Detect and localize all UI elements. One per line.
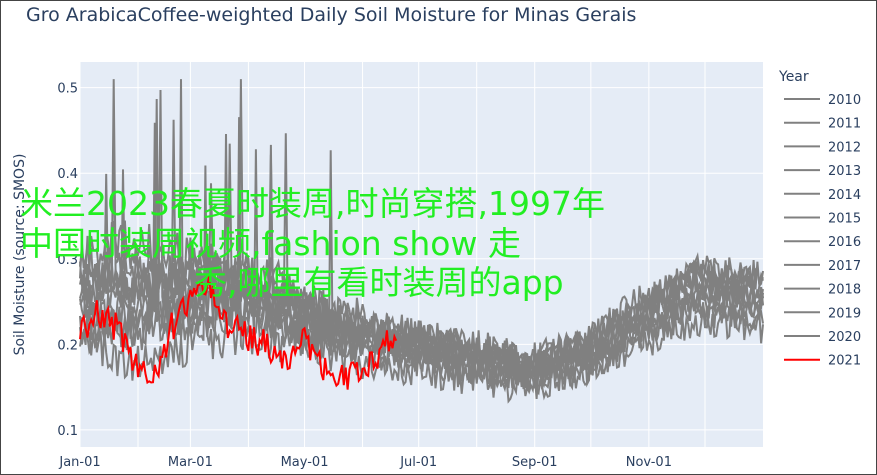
legend-item: 2012 [828, 140, 861, 155]
chart-title: Gro ArabicaCoffee-weighted Daily Soil Mo… [26, 4, 637, 26]
x-tick-label: Jul-01 [399, 455, 437, 470]
series-line-2019 [79, 291, 764, 396]
legend-item: 2016 [828, 235, 861, 250]
legend-item: 2013 [828, 164, 861, 179]
legend-item: 2014 [828, 188, 861, 203]
y-tick-label: 0.5 [57, 82, 78, 97]
y-tick-label: 0.2 [57, 338, 78, 353]
legend-item: 2019 [828, 306, 861, 321]
overlay-line-2: 中国时装周视频,fashion show 走 [20, 224, 521, 263]
legend-item: 2017 [828, 259, 861, 274]
legend-item: 2018 [828, 283, 861, 298]
overlay-line-3: 秀,哪里有看时装周的app [194, 263, 564, 302]
legend-item: 2011 [828, 117, 861, 132]
legend-item: 2021 [828, 354, 861, 369]
overlay-line-1: 米兰2023春夏时装周,时尚穿搭,1997年 [20, 184, 605, 223]
y-tick-label: 0.3 [57, 253, 78, 268]
legend-item: 2020 [828, 330, 861, 345]
x-tick-label: Nov-01 [626, 455, 672, 470]
x-tick-label: May-01 [281, 455, 329, 470]
series-line-2021 [79, 275, 398, 390]
series-line-2020 [79, 220, 764, 375]
x-tick-label: Mar-01 [168, 455, 213, 470]
x-tick-label: Jan-01 [58, 455, 100, 470]
legend-title: Year [778, 69, 809, 85]
x-tick-label: Sep-01 [512, 455, 558, 470]
y-axis-label: Soil Moisture (source: SMOS) [12, 154, 28, 356]
legend-item: 2010 [828, 93, 861, 108]
y-tick-label: 0.4 [57, 167, 78, 182]
legend-item: 2015 [828, 212, 861, 227]
y-tick-label: 0.1 [57, 424, 78, 439]
